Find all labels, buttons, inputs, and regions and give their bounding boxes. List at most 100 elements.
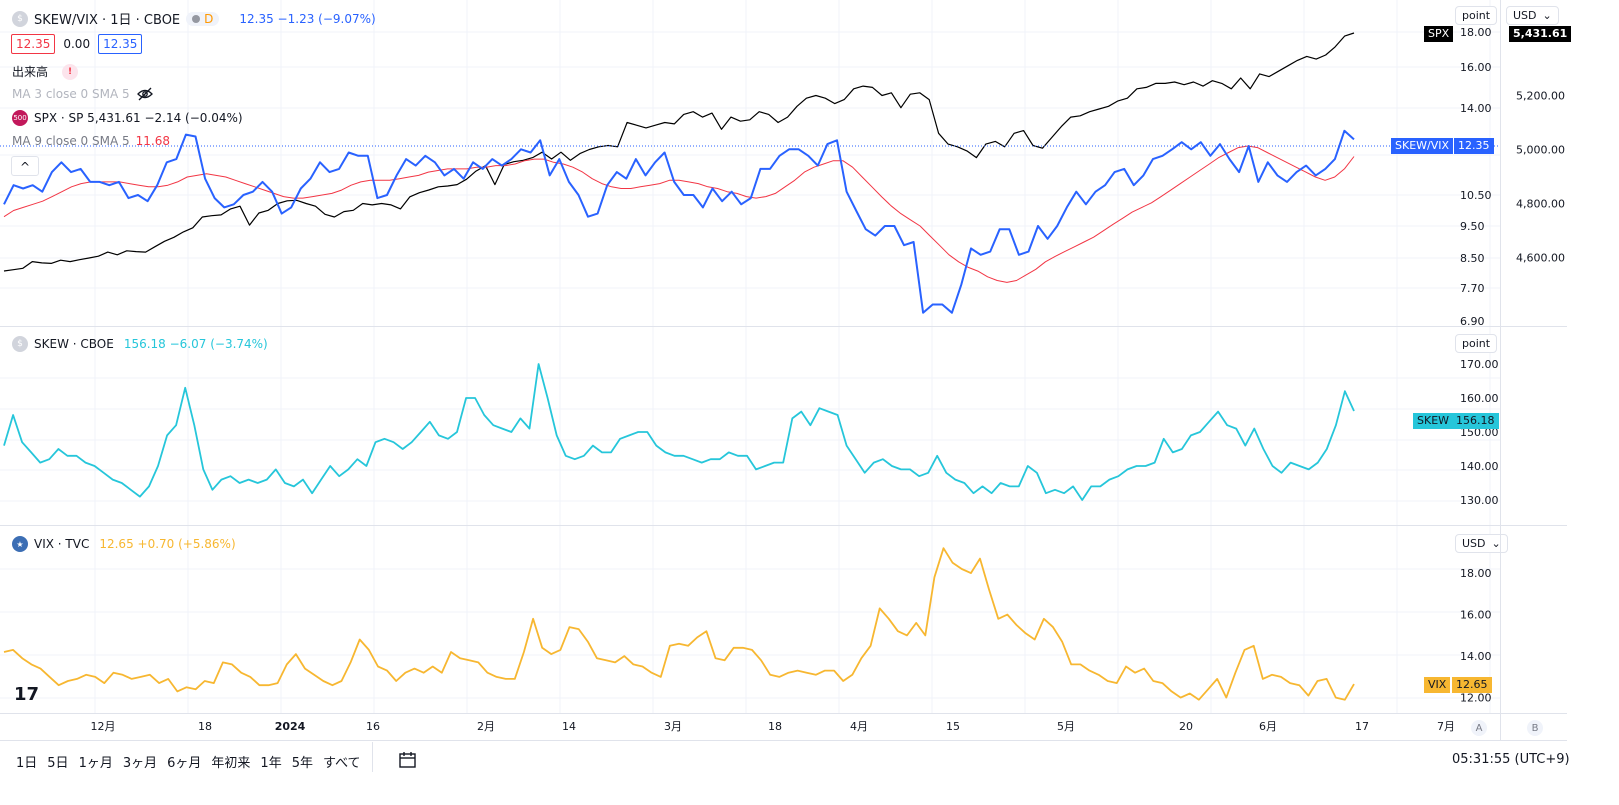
divider (372, 742, 373, 772)
spx-tick-label: 5,000.00 (1516, 144, 1565, 157)
ma9-legend: MA 9 close 0 SMA 5 11.68 (12, 134, 170, 148)
time-axis-border (0, 713, 1567, 714)
ratio-tick-label: 8.50 (1460, 252, 1485, 265)
time-tick-label: 5月 (1057, 720, 1075, 733)
ratio-tick-label: 7.70 (1460, 282, 1485, 295)
time-tick-label: 7月 (1437, 720, 1455, 733)
clock[interactable]: 05:31:55 (UTC+9) (1452, 752, 1570, 767)
bid-price[interactable]: 12.35 (11, 34, 56, 54)
time-tick-label: 14 (562, 720, 576, 733)
ratio-tick-label: 6.90 (1460, 315, 1485, 326)
hidden-eye-icon[interactable] (136, 87, 154, 101)
axis-divider (1500, 0, 1501, 740)
spx-tick-label: 4,800.00 (1516, 198, 1565, 211)
spx-tick-label: 4,600.00 (1516, 252, 1565, 265)
time-axis[interactable]: 12月 18 2024 16 2月 14 3月 18 4月 15 5月 20 6月 17 7月 (0, 713, 1500, 739)
vix-axis-value: 12.65 (1452, 677, 1492, 693)
skew-tick-label: 140.00 (1460, 460, 1499, 473)
chevron-down-icon: ⌄ (1542, 9, 1552, 22)
currency-button[interactable]: USD ⌄ (1506, 6, 1559, 25)
skew-tick-label: 150.00 (1460, 426, 1499, 439)
volume-legend: 出来高 ! (12, 63, 79, 80)
vix-currency-label: USD (1462, 537, 1486, 550)
volume-label[interactable]: 出来高 (12, 65, 49, 79)
time-tick-label: 15 (946, 720, 960, 733)
pane-divider[interactable] (0, 326, 1567, 327)
scale-mode-button[interactable]: point (1455, 6, 1498, 25)
vix-label[interactable]: VIX · TVC (34, 537, 90, 551)
bid-ask-row: 12.35 0.00 12.35 (11, 34, 143, 54)
skew-legend: $ SKEW · CBOE 156.18 −6.07 (−3.74%) (12, 336, 268, 352)
symbol-title[interactable]: SKEW/VIX · 1日 · CBOE (34, 13, 181, 28)
tradingview-logo-icon[interactable]: 17 (14, 684, 40, 705)
currency-label: USD (1513, 9, 1537, 22)
vix-tick-label: 16.00 (1460, 609, 1492, 622)
main-plot (0, 0, 1500, 326)
pane-divider[interactable] (0, 525, 1567, 526)
spx-badge-icon: 500 (12, 110, 28, 126)
vix-price-axis: 18.00 16.00 14.00 12.00 (1460, 567, 1492, 705)
spx-axis-tag: SPX (1424, 26, 1454, 42)
skew-quote: 156.18 −6.07 (−3.74%) (123, 337, 268, 351)
time-tick-label: 17 (1355, 720, 1369, 733)
ma9-label[interactable]: MA 9 close 0 SMA 5 (12, 134, 130, 148)
timeframe-ytd[interactable]: 年初来 (211, 756, 251, 771)
timeframe-5d[interactable]: 5日 (47, 756, 69, 771)
timeframe-6m[interactable]: 6ヶ月 (167, 756, 202, 771)
timeframe-3m[interactable]: 3ヶ月 (122, 756, 158, 771)
skew-line[interactable] (3, 363, 1355, 501)
skew-scale-button[interactable]: point (1455, 334, 1498, 353)
vix-quote: 12.65 +0.70 (+5.86%) (99, 537, 236, 551)
time-tick-label: 4月 (850, 720, 868, 733)
timeframe-5y[interactable]: 5年 (291, 756, 313, 771)
vix-plot (0, 526, 1500, 713)
spx-line[interactable] (3, 32, 1355, 272)
ratio-axis-tag: SKEW/VIX (1391, 138, 1454, 154)
spx-label[interactable]: SPX · SP 5,431.61 −2.14 (−0.04%) (34, 111, 243, 125)
collapse-legend-button[interactable]: ^ (11, 156, 39, 176)
skew-plot (0, 327, 1500, 525)
bottom-bar-border (0, 740, 1567, 741)
skew-tick-label: 160.00 (1460, 392, 1499, 405)
market-status[interactable]: D (186, 11, 220, 26)
skew-tick-label: 130.00 (1460, 494, 1499, 507)
log-scale-button[interactable]: B (1527, 720, 1543, 736)
auto-scale-button[interactable]: A (1471, 720, 1487, 736)
vix-line[interactable] (3, 547, 1355, 701)
ratio-line[interactable] (3, 129, 1355, 314)
main-legend: $ SKEW/VIX · 1日 · CBOE D 12.35 −1.23 (−9… (12, 9, 376, 28)
ask-price[interactable]: 12.35 (98, 34, 143, 54)
ratio-tick-label: 14.00 (1460, 102, 1492, 115)
ma3-legend: MA 3 close 0 SMA 5 (12, 87, 154, 101)
timeframe-all[interactable]: すべて (322, 756, 361, 771)
time-tick-label: 12月 (91, 720, 116, 733)
skew-axis-tag: SKEW (1413, 413, 1454, 429)
ma9-value: 11.68 (135, 134, 170, 148)
time-tick-label: 2024 (275, 720, 306, 733)
ratio-tick-label: 9.50 (1460, 220, 1485, 233)
time-tick-label: 18 (768, 720, 782, 733)
time-tick-label: 16 (366, 720, 380, 733)
spx-tick-label: 5,200.00 (1516, 90, 1565, 103)
ratio-tick-label: 16.00 (1460, 61, 1492, 74)
main-pane (0, 0, 1500, 326)
vix-tick-label: 18.00 (1460, 567, 1492, 580)
ma3-label[interactable]: MA 3 close 0 SMA 5 (12, 87, 130, 101)
vix-pane (0, 526, 1500, 713)
ratio-axis-value: 12.35 (1454, 138, 1494, 154)
vix-currency-button[interactable]: USD ⌄ (1455, 534, 1508, 553)
timeframe-1m[interactable]: 1ヶ月 (78, 756, 113, 771)
calendar-range-icon[interactable] (398, 750, 418, 770)
time-tick-label: 3月 (664, 720, 682, 733)
ma9-line[interactable] (3, 145, 1355, 283)
ratio-tick-label: 10.50 (1460, 189, 1492, 202)
timeframe-bar: 1日 5日 1ヶ月 3ヶ月 6ヶ月 年初来 1年 5年 すべて (16, 752, 361, 771)
time-tick-label: 20 (1179, 720, 1193, 733)
us-flag-icon: ★ (12, 536, 28, 552)
timeframe-1d[interactable]: 1日 (16, 756, 38, 771)
warning-icon[interactable]: ! (62, 63, 79, 80)
timeframe-1y[interactable]: 1年 (260, 756, 282, 771)
time-tick-label: 18 (198, 720, 212, 733)
spx-axis-value: 5,431.61 (1509, 26, 1572, 42)
skew-label[interactable]: SKEW · CBOE (34, 337, 114, 351)
